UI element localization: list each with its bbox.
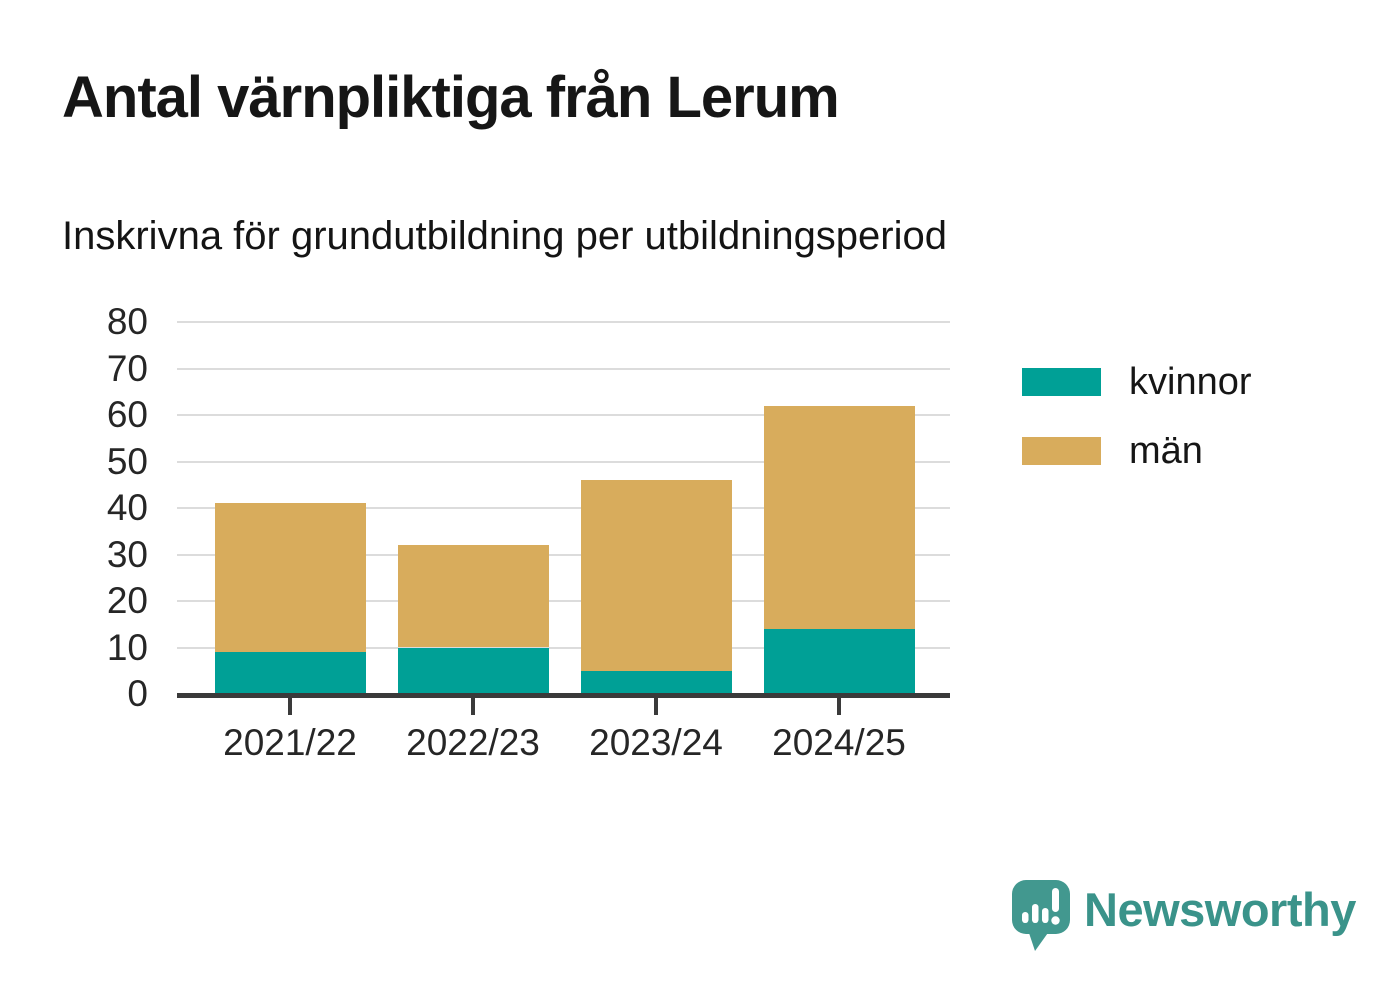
x-axis-tick <box>654 698 658 715</box>
gridline-40 <box>177 507 950 509</box>
gridline-80 <box>177 321 950 323</box>
page-title: Antal värnpliktiga från Lerum <box>62 65 840 130</box>
bar-segment-kvinnor-2022/23 <box>397 647 549 694</box>
legend-label: kvinnor <box>1129 361 1252 403</box>
gridline-70 <box>177 367 950 370</box>
y-axis-tick-label: 0 <box>127 673 148 714</box>
y-axis-tick-label: 50 <box>106 440 148 482</box>
y-axis-tick-label: 80 <box>106 301 148 342</box>
x-axis-tick <box>471 698 475 715</box>
bar-segment-kvinnor-2024/25 <box>763 628 915 694</box>
y-axis-tick-label: 40 <box>106 487 148 528</box>
legend-item-kvinnor: kvinnor <box>1022 362 1252 402</box>
y-axis-tick-label: 10 <box>106 626 148 668</box>
y-axis-tick-label: 60 <box>106 394 148 435</box>
x-axis-category-label: 2023/24 <box>589 722 723 763</box>
legend-item-man: män <box>1022 431 1252 471</box>
gridline-60 <box>177 414 950 416</box>
chart-legend: kvinnor män <box>1022 362 1252 500</box>
y-axis-tick-label: 30 <box>106 533 148 575</box>
legend-label: män <box>1129 430 1203 472</box>
gridline-50 <box>177 460 950 463</box>
gridline-10 <box>177 646 950 649</box>
x-axis-category-label: 2022/23 <box>406 722 540 763</box>
bar-segment-män-2024/25 <box>763 405 915 629</box>
page-subtitle: Inskrivna för grundutbildning per utbild… <box>62 214 947 258</box>
x-axis-tick <box>837 698 841 715</box>
gridline-30 <box>177 553 950 556</box>
newsworthy-logo-icon <box>1012 880 1070 951</box>
x-axis-tick <box>288 698 292 715</box>
x-axis-category-label: 2021/22 <box>223 722 357 763</box>
newsworthy-logo: Newsworthy <box>1012 880 1356 954</box>
bar-segment-män-2022/23 <box>397 545 549 648</box>
legend-swatch <box>1022 437 1101 465</box>
legend-swatch <box>1022 368 1101 396</box>
bar-segment-kvinnor-2023/24 <box>580 670 732 694</box>
bar-segment-män-2023/24 <box>580 480 732 671</box>
y-axis-tick-label: 20 <box>106 580 148 621</box>
bar-segment-män-2021/22 <box>214 503 366 653</box>
x-axis-line <box>177 693 950 698</box>
bar-segment-kvinnor-2021/22 <box>214 652 366 694</box>
x-axis-category-label: 2024/25 <box>772 722 906 763</box>
y-axis-tick-label: 70 <box>106 347 148 389</box>
gridline-20 <box>177 600 950 602</box>
brand-name: Newsworthy <box>1084 883 1356 936</box>
